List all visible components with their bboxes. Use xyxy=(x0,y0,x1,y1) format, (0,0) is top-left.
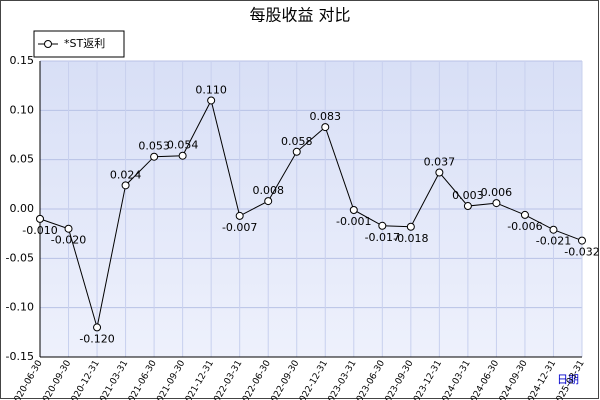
data-label: -0.032 xyxy=(564,246,599,259)
point xyxy=(435,168,444,177)
point xyxy=(520,210,529,219)
point xyxy=(93,323,102,332)
x-axis-label: 日期 xyxy=(557,373,579,386)
legend-label: *ST返利 xyxy=(64,37,105,50)
series-line xyxy=(39,99,583,328)
data-label: -0.018 xyxy=(393,232,428,245)
point xyxy=(264,197,273,206)
point xyxy=(150,152,159,161)
data-label: 0.008 xyxy=(252,184,284,197)
point xyxy=(406,222,415,231)
y-tick-label: -0.05 xyxy=(6,251,34,264)
data-label: -0.007 xyxy=(222,221,257,234)
data-label: -0.017 xyxy=(365,231,400,244)
data-label: 0.006 xyxy=(481,186,513,199)
data-label: -0.010 xyxy=(22,224,57,237)
y-tick-label: 0.00 xyxy=(10,202,35,215)
point xyxy=(492,199,501,208)
point xyxy=(549,225,558,234)
point xyxy=(578,236,586,245)
data-label: 0.037 xyxy=(424,155,456,168)
chart-title: 每股收益 对比 xyxy=(249,6,350,25)
data-label: 0.083 xyxy=(310,110,342,123)
point xyxy=(321,123,330,132)
data-label: 0.053 xyxy=(138,140,170,153)
point xyxy=(349,205,358,214)
data-label: 0.058 xyxy=(281,135,313,148)
y-tick-label: 0.10 xyxy=(10,103,35,116)
y-tick-label: -0.15 xyxy=(6,350,34,363)
point xyxy=(235,211,244,220)
point xyxy=(121,181,130,190)
point xyxy=(292,147,301,156)
legend-box xyxy=(33,30,125,58)
legend-marker xyxy=(44,40,52,48)
data-label: -0.001 xyxy=(336,215,371,228)
data-label: -0.021 xyxy=(536,235,571,248)
data-label: -0.120 xyxy=(79,332,114,345)
point xyxy=(378,221,387,230)
y-tick-label: 0.05 xyxy=(10,153,35,166)
point xyxy=(64,224,73,233)
data-label: 0.110 xyxy=(195,83,227,96)
data-label: 0.003 xyxy=(452,189,484,202)
point xyxy=(36,214,44,223)
y-tick-label: -0.10 xyxy=(6,301,34,314)
point xyxy=(463,202,472,211)
data-label: -0.006 xyxy=(507,220,542,233)
data-label: 0.024 xyxy=(110,168,142,181)
y-tick-label: 0.15 xyxy=(10,54,35,67)
point xyxy=(207,96,216,105)
data-label: -0.020 xyxy=(51,234,86,247)
point xyxy=(178,151,187,160)
data-label: 0.054 xyxy=(167,139,199,152)
